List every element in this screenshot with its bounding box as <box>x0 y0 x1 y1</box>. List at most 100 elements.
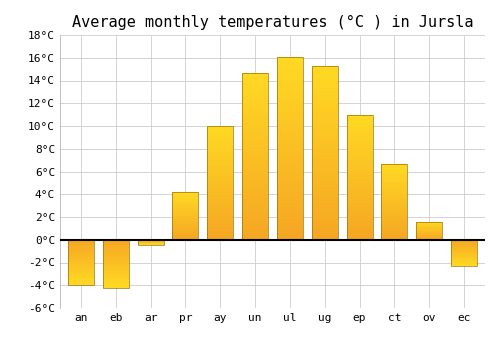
Bar <box>102 280 129 281</box>
Bar <box>312 204 338 205</box>
Bar <box>277 223 303 224</box>
Bar <box>207 148 234 149</box>
Bar <box>277 227 303 228</box>
Bar <box>346 126 372 127</box>
Bar <box>242 182 268 183</box>
Bar <box>207 197 234 198</box>
Bar <box>172 193 199 194</box>
Bar <box>102 244 129 245</box>
Bar <box>242 234 268 235</box>
Bar <box>242 95 268 96</box>
Bar <box>416 225 442 226</box>
Bar <box>277 210 303 211</box>
Bar <box>346 174 372 175</box>
Bar <box>242 78 268 79</box>
Bar <box>277 138 303 139</box>
Bar <box>312 96 338 97</box>
Bar <box>346 193 372 194</box>
Bar <box>312 164 338 165</box>
Bar <box>242 112 268 113</box>
Bar <box>312 177 338 178</box>
Bar <box>242 199 268 200</box>
Bar <box>277 153 303 154</box>
Bar <box>277 102 303 103</box>
Bar <box>207 236 234 237</box>
Bar <box>451 244 477 245</box>
Bar <box>242 204 268 205</box>
Bar <box>346 178 372 179</box>
Bar <box>312 67 338 68</box>
Bar <box>346 142 372 143</box>
Bar <box>382 176 407 177</box>
Bar <box>102 271 129 272</box>
Bar <box>312 124 338 125</box>
Bar <box>346 228 372 229</box>
Bar <box>312 226 338 227</box>
Bar <box>346 163 372 164</box>
Bar <box>312 202 338 203</box>
Bar <box>451 262 477 263</box>
Bar <box>207 133 234 134</box>
Bar <box>242 122 268 123</box>
Bar <box>242 144 268 145</box>
Bar <box>382 228 407 229</box>
Bar <box>207 220 234 221</box>
Bar <box>138 244 164 245</box>
Bar <box>207 173 234 174</box>
Bar <box>277 198 303 199</box>
Bar <box>242 168 268 169</box>
Bar <box>382 163 407 240</box>
Bar <box>242 222 268 223</box>
Bar <box>346 156 372 157</box>
Bar <box>382 215 407 216</box>
Bar <box>68 264 94 265</box>
Bar <box>416 223 442 224</box>
Bar <box>346 145 372 146</box>
Bar <box>207 211 234 212</box>
Bar <box>242 228 268 229</box>
Bar <box>102 287 129 288</box>
Bar <box>242 214 268 215</box>
Bar <box>68 240 94 241</box>
Bar <box>312 157 338 158</box>
Bar <box>277 231 303 232</box>
Bar <box>312 105 338 106</box>
Bar <box>242 150 268 151</box>
Bar <box>207 205 234 206</box>
Bar <box>346 198 372 199</box>
Bar <box>346 173 372 174</box>
Bar <box>102 275 129 276</box>
Bar <box>207 189 234 190</box>
Bar <box>277 147 303 148</box>
Bar <box>346 164 372 165</box>
Bar <box>102 272 129 273</box>
Bar <box>312 172 338 173</box>
Bar <box>277 205 303 206</box>
Bar <box>68 274 94 275</box>
Bar <box>312 207 338 208</box>
Bar <box>277 203 303 204</box>
Bar <box>207 223 234 224</box>
Bar <box>277 221 303 222</box>
Bar <box>277 204 303 205</box>
Bar <box>277 59 303 60</box>
Bar <box>242 173 268 174</box>
Bar <box>382 189 407 190</box>
Bar <box>242 104 268 105</box>
Bar <box>102 257 129 258</box>
Bar <box>451 240 477 241</box>
Bar <box>207 219 234 220</box>
Bar <box>277 219 303 220</box>
Bar <box>382 225 407 226</box>
Bar <box>242 236 268 237</box>
Bar <box>312 142 338 143</box>
Bar <box>277 214 303 215</box>
Bar <box>312 122 338 123</box>
Bar <box>451 263 477 264</box>
Bar <box>207 158 234 159</box>
Bar <box>312 113 338 114</box>
Bar <box>312 210 338 211</box>
Bar <box>382 199 407 200</box>
Bar <box>242 172 268 173</box>
Bar <box>382 210 407 211</box>
